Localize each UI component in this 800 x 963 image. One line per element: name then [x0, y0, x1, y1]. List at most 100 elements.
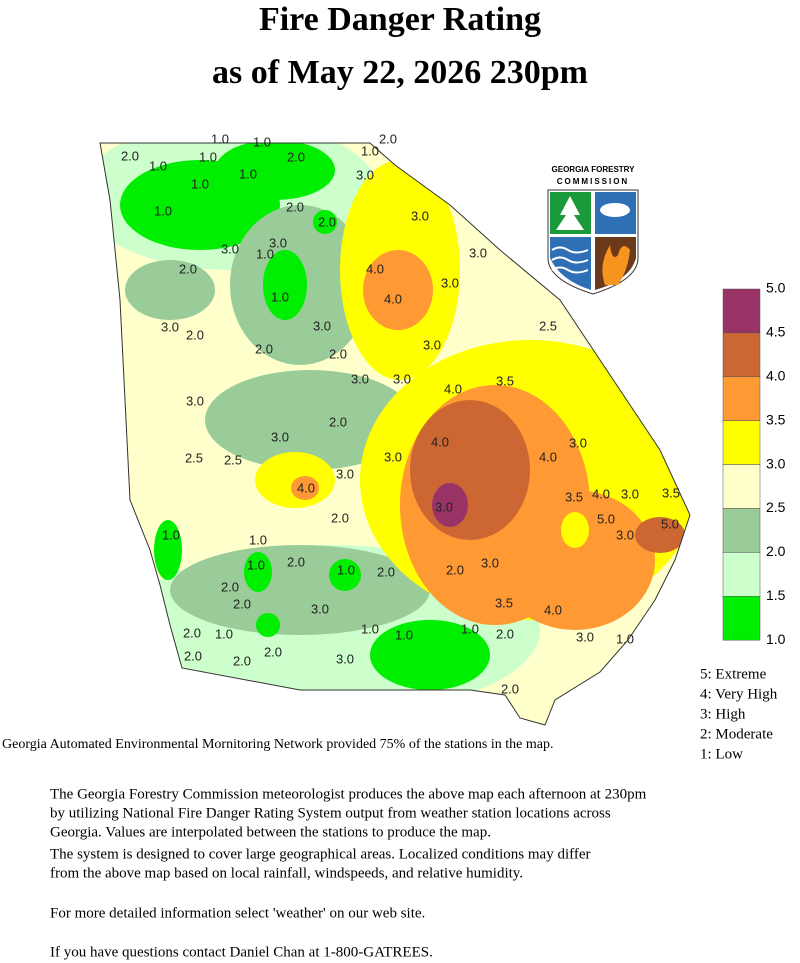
contour-label: 3.0 [356, 167, 374, 182]
contour-label: 2.0 [179, 261, 197, 276]
contour-label: 4.0 [544, 602, 562, 617]
contour-label: 1.0 [256, 246, 274, 261]
footer-line: Georgia. Values are interpolated between… [50, 824, 491, 840]
logo-text: COMMISSION [557, 177, 629, 186]
contour-label: 3.0 [576, 629, 594, 644]
contour-label: 1.0 [191, 176, 209, 191]
contour-label: 2.0 [286, 199, 304, 214]
rating-level: 5: Extreme [700, 666, 767, 682]
contour-label: 2.0 [184, 648, 202, 663]
contour-label: 1.0 [361, 143, 379, 158]
contour-label: 1.0 [616, 631, 634, 646]
contour-label: 3.0 [221, 241, 239, 256]
contour-label: 3.0 [336, 466, 354, 481]
contour-label: 3.0 [423, 337, 441, 352]
title: as of May 22, 2026 230pm [212, 54, 588, 91]
contour-label: 1.0 [162, 527, 180, 542]
contour-label: 3.0 [271, 429, 289, 444]
contour-label: 1.0 [154, 203, 172, 218]
rating-level: 4: Very High [700, 686, 778, 702]
contour-label: 3.0 [336, 651, 354, 666]
legend-swatch [722, 420, 761, 465]
station-note: Georgia Automated Environmental Mornitor… [2, 737, 553, 752]
legend-swatch [722, 332, 761, 378]
contour-label: 3.0 [616, 527, 634, 542]
contour-label: 1.0 [361, 621, 379, 636]
contour-label: 2.0 [318, 214, 336, 229]
footer-line: If you have questions contact Daniel Cha… [50, 944, 433, 960]
legend-swatch [722, 508, 761, 553]
contour-label: 3.0 [411, 208, 429, 223]
contour-label: 3.0 [351, 371, 369, 386]
contour-label: 1.0 [211, 131, 229, 146]
contour-label: 2.0 [264, 644, 282, 659]
contour-label: 2.0 [186, 327, 204, 342]
contour-label: 1.0 [149, 158, 167, 173]
legend-tick-label: 4.5 [766, 324, 786, 340]
contour-label: 3.5 [495, 595, 513, 610]
logo-text: GEORGIA FORESTRY [552, 165, 636, 174]
contour-label: 3.5 [496, 373, 514, 388]
contour-label: 1.0 [215, 626, 233, 641]
contour-label: 5.0 [597, 511, 615, 526]
contour-label: 1.0 [271, 289, 289, 304]
contour-label: 2.0 [496, 626, 514, 641]
contour-label: 2.0 [377, 564, 395, 579]
contour-label: 2.0 [287, 554, 305, 569]
legend-tick-label: 2.5 [766, 499, 786, 515]
contour-label: 2.0 [221, 579, 239, 594]
contour-label: 4.0 [384, 291, 402, 306]
contour-label: 1.0 [253, 134, 271, 149]
contour-label: 3.0 [269, 235, 287, 250]
contour-label: 2.0 [329, 346, 347, 361]
contour-label: 1.0 [247, 557, 265, 572]
legend-tick-label: 3.0 [766, 455, 786, 471]
contour-label: 1.0 [199, 149, 217, 164]
legend-swatch [722, 596, 761, 641]
contour-label: 2.0 [121, 148, 139, 163]
contour-label: 2.5 [224, 452, 242, 467]
contour-label: 2.0 [446, 562, 464, 577]
footer-line: For more detailed information select 'we… [50, 905, 425, 921]
legend-tick-label: 5.0 [766, 280, 786, 296]
contour-label: 2.5 [185, 450, 203, 465]
contour-label: 3.0 [311, 601, 329, 616]
contour-label: 2.0 [287, 149, 305, 164]
legend-tick-label: 1.5 [766, 587, 786, 603]
contour-label: 1.0 [249, 532, 267, 547]
contour-label: 3.0 [384, 449, 402, 464]
legend-swatch [722, 552, 761, 597]
contour-label: 2.0 [183, 625, 201, 640]
contour-label: 3.0 [469, 245, 487, 260]
contour-label: 3.0 [441, 275, 459, 290]
contour-label: 2.0 [255, 341, 273, 356]
contour-label: 3.0 [161, 319, 179, 334]
contour-label: 4.0 [297, 480, 315, 495]
logo: GEORGIA FORESTRY COMMISSION [547, 165, 639, 295]
legend-swatch [722, 288, 761, 334]
contour-label: 3.0 [621, 486, 639, 501]
contour-label: 4.0 [592, 486, 610, 501]
contour-label: 3.5 [565, 489, 583, 504]
contour-label: 1.0 [395, 627, 413, 642]
contour-label: 3.0 [569, 435, 587, 450]
contour-label: 2.0 [233, 596, 251, 611]
legend-tick-label: 1.0 [766, 631, 786, 647]
contour-label: 3.0 [435, 499, 453, 514]
map-labels: 1.0 1.0 2.02.01.01.01.02.0 1.03.01.01.0 2.02… [121, 131, 680, 696]
legend-swatch [722, 376, 761, 421]
contour-label: 4.0 [444, 381, 462, 396]
contour-label: 2.0 [379, 131, 397, 146]
contour-label: 1.0 [461, 621, 479, 636]
rating-level: 1: Low [700, 746, 743, 762]
contour-label: 2.0 [233, 653, 251, 668]
footer-line: from the above map based on local rainfa… [50, 865, 523, 881]
title: Fire Danger Rating [259, 1, 541, 38]
footer: The Georgia Forestry Commission meteorol… [50, 786, 647, 960]
contour-label: 4.0 [431, 434, 449, 449]
legend-tick-label: 3.5 [766, 411, 786, 427]
contour-label: 2.0 [501, 681, 519, 696]
contour-label: 4.0 [366, 261, 384, 276]
contour-label: 1.0 [239, 166, 257, 181]
